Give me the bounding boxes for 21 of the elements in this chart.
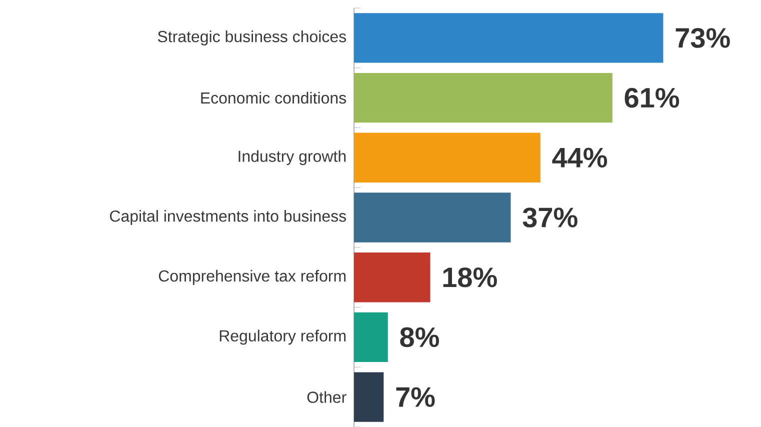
y-tick-label: Economic conditions — [201, 92, 346, 104]
bar — [354, 132, 540, 182]
y-tick-label: Industry growth — [238, 150, 346, 165]
y-tick-label: Regulatory reform — [220, 330, 346, 345]
bar — [354, 12, 664, 63]
y-tick-label: Strategic business choices — [158, 30, 346, 46]
bar — [354, 72, 612, 123]
bar — [354, 252, 430, 302]
y-tick-label: Comprehensive tax reform — [158, 270, 346, 285]
data-label: 73% — [676, 28, 730, 48]
y-tick-label: Other — [307, 391, 346, 403]
data-label: 44% — [552, 148, 608, 168]
data-label: 61% — [624, 88, 680, 108]
data-label: 8% — [400, 327, 439, 347]
y-tick-label: Capital investments into business — [110, 210, 346, 225]
data-label: 18% — [443, 267, 497, 288]
data-label: 37% — [522, 207, 578, 228]
bar — [354, 192, 511, 242]
bar — [354, 312, 388, 362]
bar — [354, 372, 384, 422]
data-label: 7% — [396, 387, 435, 407]
